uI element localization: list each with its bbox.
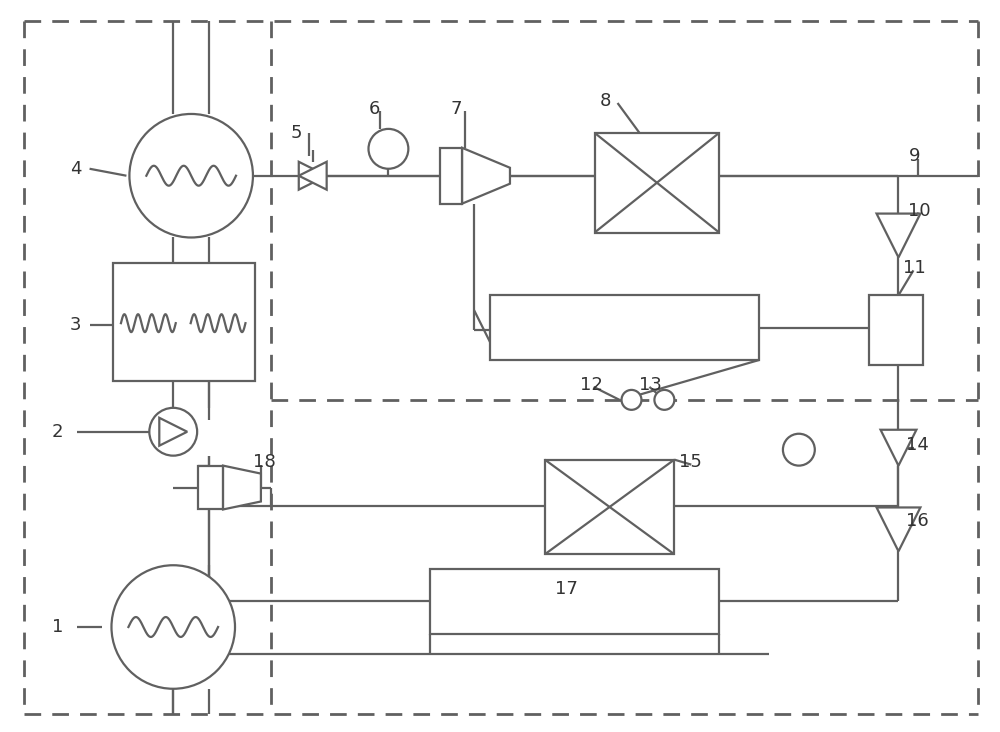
Circle shape <box>622 390 641 410</box>
Circle shape <box>654 390 674 410</box>
Text: 4: 4 <box>70 160 81 178</box>
Text: 14: 14 <box>906 436 929 454</box>
Text: 1: 1 <box>52 618 63 636</box>
Bar <box>430 569 719 634</box>
Text: 13: 13 <box>639 376 662 394</box>
Bar <box>198 466 223 509</box>
Polygon shape <box>877 214 920 258</box>
Polygon shape <box>881 430 916 466</box>
Text: 2: 2 <box>52 423 63 441</box>
Text: 9: 9 <box>908 147 920 165</box>
Text: 18: 18 <box>253 452 276 471</box>
Polygon shape <box>299 162 327 190</box>
Circle shape <box>783 434 815 466</box>
Circle shape <box>369 129 408 169</box>
Bar <box>545 460 674 554</box>
Circle shape <box>149 408 197 455</box>
Polygon shape <box>223 466 261 509</box>
Text: 12: 12 <box>580 376 603 394</box>
Text: 11: 11 <box>903 259 926 277</box>
Polygon shape <box>462 148 510 203</box>
Text: 15: 15 <box>679 452 702 471</box>
Circle shape <box>129 114 253 237</box>
Bar <box>869 295 923 365</box>
Polygon shape <box>299 162 327 190</box>
Bar <box>490 295 759 360</box>
Text: 8: 8 <box>600 92 611 110</box>
Text: 7: 7 <box>450 100 462 118</box>
Circle shape <box>111 565 235 689</box>
Text: 17: 17 <box>555 580 578 598</box>
Text: 5: 5 <box>291 124 302 142</box>
Polygon shape <box>159 418 187 446</box>
Text: 3: 3 <box>70 316 81 334</box>
Bar <box>113 264 255 381</box>
Bar <box>595 133 719 233</box>
Text: 16: 16 <box>906 512 929 531</box>
Text: 10: 10 <box>908 201 931 220</box>
Polygon shape <box>877 507 920 551</box>
Text: 6: 6 <box>369 100 380 118</box>
Bar <box>440 148 462 203</box>
